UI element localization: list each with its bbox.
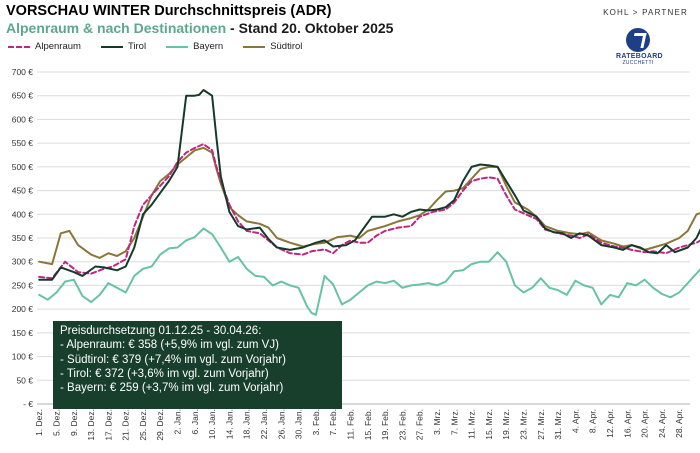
subtitle-date: - Stand 20. Oktober 2025 — [226, 20, 394, 36]
y-tick-label: 600 € — [12, 114, 34, 124]
rateboard-logo-sub: ZUCCHETTI — [622, 60, 654, 66]
y-tick-label: 550 € — [12, 138, 34, 148]
info-line-tirol: - Tirol: € 372 (+3,6% im vgl. zum Vorjah… — [60, 367, 269, 380]
x-tick-label: 26. Jan. — [276, 409, 286, 439]
x-tick-label: 14. Jan. — [224, 409, 234, 439]
rateboard-logo-name: RATEBOARD — [616, 53, 663, 60]
series-line-bayern — [38, 227, 700, 316]
x-tick-label: 23. Mrz. — [519, 409, 529, 440]
x-tick-label: 28. Apr. — [674, 409, 684, 438]
legend-item: Südtirol — [243, 41, 302, 52]
chart-subtitle: Alpenraum & nach Destinationen - Stand 2… — [6, 20, 393, 36]
price-info-box: Preisdurchsetzung 01.12.25 - 30.04.26: -… — [53, 321, 342, 409]
x-tick-label: 19. Feb. — [380, 409, 390, 440]
y-tick-label: - € — [23, 399, 33, 409]
x-tick-label: 31. Mrz. — [553, 409, 563, 440]
legend-item: Bayern — [166, 41, 223, 52]
x-tick-label: 12. Apr. — [605, 409, 615, 438]
x-tick-label: 20. Apr. — [640, 409, 650, 438]
x-tick-label: 10. Jan. — [207, 409, 217, 439]
x-tick-label: 4. Apr. — [570, 409, 580, 433]
y-tick-label: 700 € — [12, 67, 34, 77]
legend-item: Tirol — [100, 41, 147, 52]
x-tick-label: 17. Dez. — [103, 409, 113, 441]
rateboard-logo: RATEBOARD ZUCCHETTI — [616, 28, 663, 66]
y-tick-label: 500 € — [12, 162, 34, 172]
x-tick-label: 29. Dez. — [155, 409, 165, 441]
subtitle-highlight: Alpenraum & nach Destinationen — [6, 20, 227, 36]
y-tick-label: 250 € — [12, 280, 34, 290]
legend-label: Alpenraum — [35, 41, 81, 52]
x-tick-label: 1. Dez. — [34, 409, 44, 436]
y-tick-label: 200 € — [12, 304, 34, 314]
x-tick-label: 11. Mrz. — [467, 409, 477, 439]
x-tick-label: 22. Jan. — [259, 409, 269, 439]
chart-legend: Alpenraum Tirol Bayern Südtirol — [8, 41, 322, 52]
x-tick-label: 6. Jan. — [190, 409, 200, 435]
chart-title: VORSCHAU WINTER Durchschnittspreis (ADR) — [6, 3, 332, 19]
x-tick-label: 15. Feb. — [363, 409, 373, 440]
info-line-alpenraum: - Alpenraum: € 358 (+5,9% im vgl. zum VJ… — [60, 339, 279, 352]
y-tick-label: 100 € — [12, 352, 34, 362]
x-tick-label: 23. Feb. — [397, 409, 407, 440]
legend-swatch — [243, 45, 266, 48]
x-tick-label: 7. Feb. — [328, 409, 338, 435]
y-tick-label: 350 € — [12, 233, 34, 243]
x-tick-label: 3. Feb. — [311, 409, 321, 435]
y-tick-label: 450 € — [12, 186, 34, 196]
info-line-heading: Preisdurchsetzung 01.12.25 - 30.04.26: — [60, 325, 262, 337]
legend-swatch — [8, 45, 30, 48]
rateboard-logo-icon — [626, 28, 650, 52]
x-tick-label: 25. Dez. — [138, 409, 148, 441]
x-tick-label: 27. Feb. — [415, 409, 425, 440]
info-line-bayern: - Bayern: € 259 (+3,7% im vgl. zum Vorja… — [60, 382, 284, 395]
x-tick-label: 9. Dez. — [69, 409, 79, 436]
x-tick-label: 24. Apr. — [657, 409, 667, 438]
series-line-alpenraum — [38, 143, 700, 280]
series-line-tirol — [38, 89, 700, 281]
x-tick-label: 13. Dez. — [86, 409, 96, 441]
y-tick-label: 150 € — [12, 328, 34, 338]
x-tick-label: 30. Jan. — [294, 409, 304, 439]
legend-label: Südtirol — [270, 41, 303, 52]
x-tick-label: 3. Mrz. — [432, 409, 442, 435]
x-tick-label: 15. Mrz. — [484, 409, 494, 440]
x-tick-label: 16. Apr. — [622, 409, 632, 438]
x-tick-label: 8. Apr. — [588, 409, 598, 433]
legend-swatch — [166, 45, 189, 48]
legend-label: Bayern — [193, 41, 224, 52]
x-tick-label: 18. Jan. — [242, 409, 252, 439]
brand-label: KOHL > PARTNER — [603, 8, 688, 17]
x-tick-label: 2. Jan. — [173, 409, 183, 435]
y-tick-label: 300 € — [12, 257, 34, 267]
x-tick-label: 11. Feb. — [346, 409, 356, 440]
y-tick-label: 50 € — [16, 375, 33, 385]
legend-label: Tirol — [127, 41, 147, 52]
x-tick-label: 19. Mrz. — [501, 409, 511, 440]
info-line-suedtirol: - Südtirol: € 379 (+7,4% im vgl. zum Vor… — [60, 353, 286, 366]
x-tick-label: 5. Dez. — [51, 409, 61, 436]
x-tick-label: 21. Dez. — [121, 409, 131, 441]
x-tick-label: 27. Mrz. — [536, 409, 546, 440]
legend-item: Alpenraum — [8, 41, 81, 52]
series-line-suedtirol — [38, 146, 700, 266]
y-tick-label: 650 € — [12, 91, 34, 101]
y-tick-label: 400 € — [12, 209, 34, 219]
legend-swatch — [100, 45, 123, 48]
x-tick-label: 7. Mrz. — [449, 409, 459, 435]
